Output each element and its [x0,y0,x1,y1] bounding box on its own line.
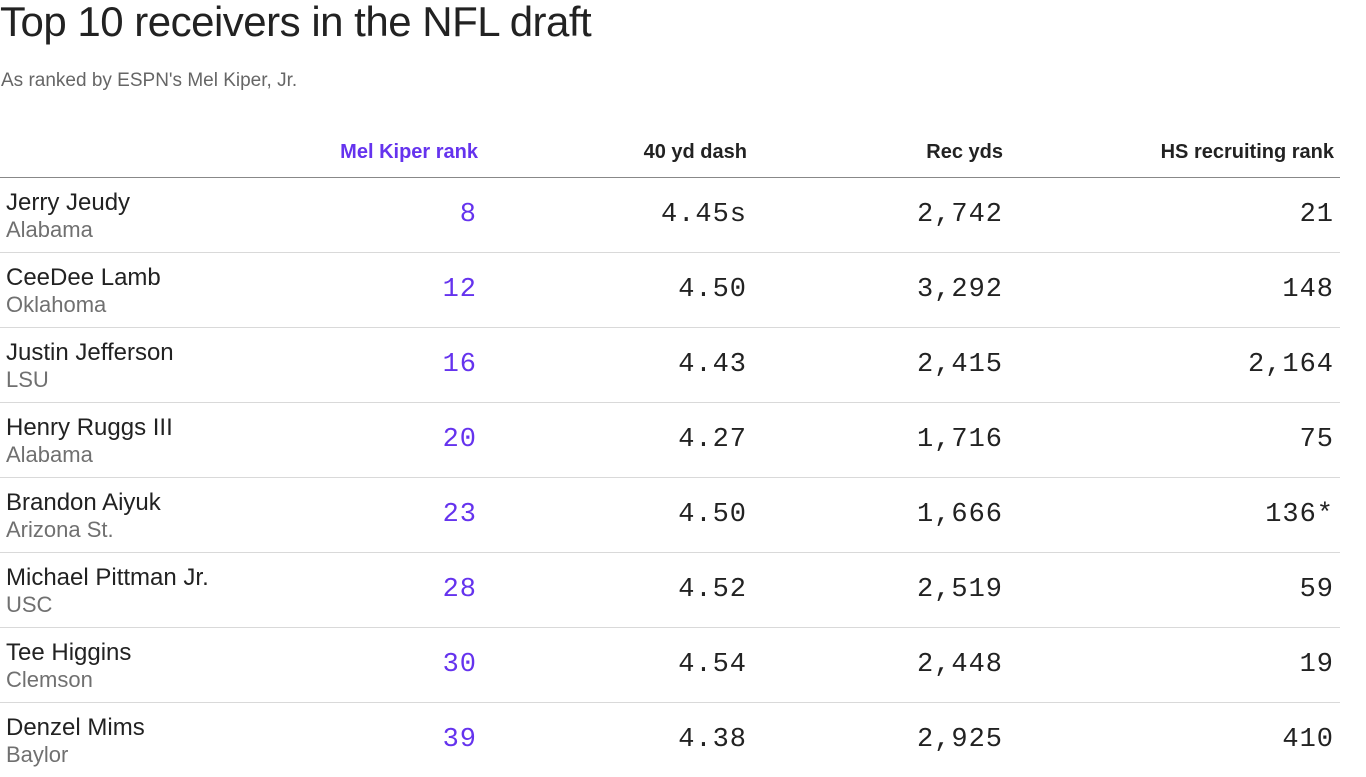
player-school: Alabama [6,441,93,467]
kiper-rank-cell: 12 [240,252,480,328]
column-header-hs-recruiting-rank: HS recruiting rank [1006,128,1340,178]
player-name: Denzel Mims [6,713,145,741]
player-cell: Justin Jefferson LSU [0,327,240,403]
table-row: Jerry Jeudy Alabama 8 4.45s 2,742 21 [0,177,1340,253]
dash-40-cell: 4.38 [678,724,747,755]
table-row: CeeDee Lamb Oklahoma 12 4.50 3,292 148 [0,252,1340,328]
rec-yds-cell: 2,448 [750,627,1006,703]
player-cell: Michael Pittman Jr. USC [0,552,240,628]
player-cell: Henry Ruggs III Alabama [0,402,240,478]
column-header-player [0,128,240,178]
dash-40-cell: 4.43 [480,327,750,403]
column-header-40-yd-dash: 40 yd dash [480,128,750,178]
kiper-rank-cell: 20 [240,402,480,478]
chart-subtitle: As ranked by ESPN's Mel Kiper, Jr. [1,70,298,91]
player-name: CeeDee Lamb [6,263,161,291]
rec-yds-cell: 2,519 [750,552,1006,628]
player-cell: Jerry Jeudy Alabama [0,177,240,253]
player-cell: Brandon Aiyuk Arizona St. [0,477,240,553]
hs-rank-cell: 59 [1006,552,1340,628]
hs-rank-cell: 21 [1006,177,1340,253]
player-school: USC [6,591,53,617]
player-cell: Denzel Mims Baylor [0,702,240,777]
player-school: Arizona St. [6,516,114,542]
table-row: Brandon Aiyuk Arizona St. 23 4.50 1,666 … [0,477,1340,553]
player-school: Oklahoma [6,291,107,317]
player-name: Henry Ruggs III [6,413,173,441]
table-header-row: Mel Kiper rank 40 yd dash Rec yds HS rec… [0,128,1340,178]
dash-40-cell: 4.52 [480,552,750,628]
dash-40-cell: 4.50 [480,252,750,328]
dash-40-cell: 4.45s [480,177,750,253]
player-name: Michael Pittman Jr. [6,563,209,591]
kiper-rank-cell: 8 [240,177,480,253]
player-school: Clemson [6,666,93,692]
kiper-rank-cell: 28 [240,552,480,628]
player-name: Tee Higgins [6,638,132,666]
player-school: Baylor [6,741,69,767]
hs-rank-cell: 75 [1006,402,1340,478]
player-school: LSU [6,366,49,392]
hs-rank-cell: 136* [1006,477,1340,553]
hs-rank-cell: 2,164 [1006,327,1340,403]
kiper-rank-cell: 30 [240,627,480,703]
hs-rank-cell: 148 [1006,252,1340,328]
rec-yds-cell: 2,415 [750,327,1006,403]
kiper-rank-cell: 23 [240,477,480,553]
player-cell: Tee Higgins Clemson [0,627,240,703]
table-row: Michael Pittman Jr. USC 28 4.52 2,519 59 [0,552,1340,628]
rec-yds-cell: 1,716 [750,402,1006,478]
table-row: Denzel Mims Baylor 39 4.38 2,925 410 [0,702,1340,777]
kiper-rank-cell: 39 [442,724,477,755]
player-name: Jerry Jeudy [6,188,131,216]
dash-40-cell: 4.50 [480,477,750,553]
column-header-rec-yds: Rec yds [750,128,1006,178]
dash-40-cell: 4.54 [480,627,750,703]
player-school: Alabama [6,216,93,242]
rec-yds-cell: 2,925 [916,724,1003,755]
player-name: Brandon Aiyuk [6,488,161,516]
hs-rank-cell: 19 [1006,627,1340,703]
dash-40-cell: 4.27 [480,402,750,478]
table-row: Henry Ruggs III Alabama 20 4.27 1,716 75 [0,402,1340,478]
receivers-table: Mel Kiper rank 40 yd dash Rec yds HS rec… [0,128,1340,777]
rec-yds-cell: 1,666 [750,477,1006,553]
chart-title: Top 10 receivers in the NFL draft [0,0,592,45]
player-cell: CeeDee Lamb Oklahoma [0,252,240,328]
table-row: Justin Jefferson LSU 16 4.43 2,415 2,164 [0,327,1340,403]
rec-yds-cell: 2,742 [750,177,1006,253]
hs-rank-cell: 410 [1282,724,1334,755]
rec-yds-cell: 3,292 [750,252,1006,328]
kiper-rank-cell: 16 [240,327,480,403]
player-name: Justin Jefferson [6,338,174,366]
column-header-kiper-rank: Mel Kiper rank [240,128,480,178]
table-row: Tee Higgins Clemson 30 4.54 2,448 19 [0,627,1340,703]
